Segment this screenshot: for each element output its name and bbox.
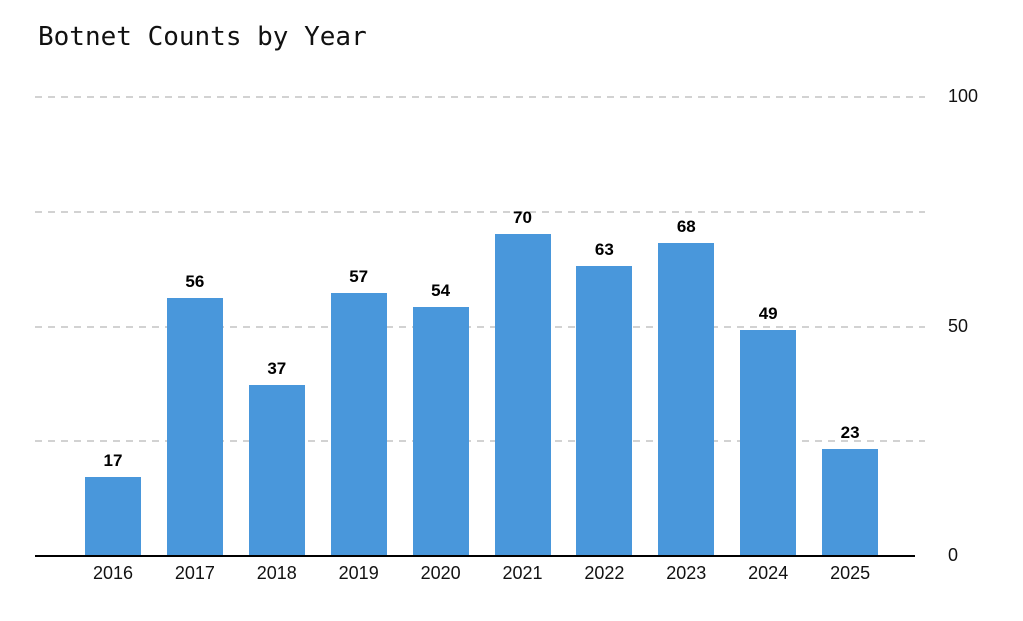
y-tick-label-50: 50 bbox=[948, 315, 969, 336]
y-tick-label-100: 100 bbox=[948, 86, 979, 106]
x-tick-label-2022: 2022 bbox=[584, 563, 625, 583]
x-tick-label-2017: 2017 bbox=[174, 563, 215, 583]
bar-2024 bbox=[740, 330, 797, 555]
bar-value-label-2019: 57 bbox=[349, 267, 369, 287]
bar-value-label-2025: 23 bbox=[840, 423, 860, 443]
y-tick-label-0: 0 bbox=[948, 545, 959, 565]
bar-value-label-2020: 54 bbox=[431, 281, 451, 301]
bar-2017 bbox=[166, 297, 223, 555]
x-tick-label-2024: 2024 bbox=[748, 563, 789, 583]
bar-2022 bbox=[576, 265, 633, 555]
bar-2025 bbox=[822, 449, 879, 555]
bar-2016 bbox=[85, 476, 141, 555]
bar-2018 bbox=[248, 385, 305, 555]
chart-title: Botnet Counts by Year bbox=[38, 22, 367, 52]
bar-value-label-2016: 17 bbox=[103, 450, 123, 470]
x-axis-line bbox=[35, 555, 915, 557]
x-tick-label-2018: 2018 bbox=[256, 563, 297, 583]
bar-2019 bbox=[330, 293, 387, 555]
bar-value-label-2021: 70 bbox=[513, 207, 532, 227]
x-tick-label-2019: 2019 bbox=[338, 563, 379, 583]
bar-value-label-2023: 68 bbox=[676, 216, 696, 236]
x-tick-label-2020: 2020 bbox=[420, 563, 461, 583]
bar-value-label-2022: 63 bbox=[594, 239, 614, 259]
bar-2020 bbox=[412, 307, 469, 555]
bar-2021 bbox=[494, 233, 551, 555]
gridline-25 bbox=[35, 440, 925, 443]
x-tick-label-2023: 2023 bbox=[666, 563, 707, 583]
x-tick-label-2025: 2025 bbox=[830, 563, 871, 583]
gridline-50 bbox=[35, 325, 925, 328]
gridline-75 bbox=[35, 210, 925, 213]
bar-2023 bbox=[658, 242, 715, 555]
x-tick-label-2016: 2016 bbox=[92, 563, 134, 583]
gridline-100 bbox=[35, 96, 925, 98]
bar-value-label-2018: 37 bbox=[267, 359, 287, 379]
x-tick-label-2021: 2021 bbox=[502, 563, 543, 583]
plot-area: 17 2016 56 2017 37 2018 57 2019 54 2020 70 2021 63 20… bbox=[35, 96, 925, 583]
bar-value-label-2017: 56 bbox=[185, 271, 205, 291]
bar-value-label-2024: 49 bbox=[758, 304, 778, 324]
